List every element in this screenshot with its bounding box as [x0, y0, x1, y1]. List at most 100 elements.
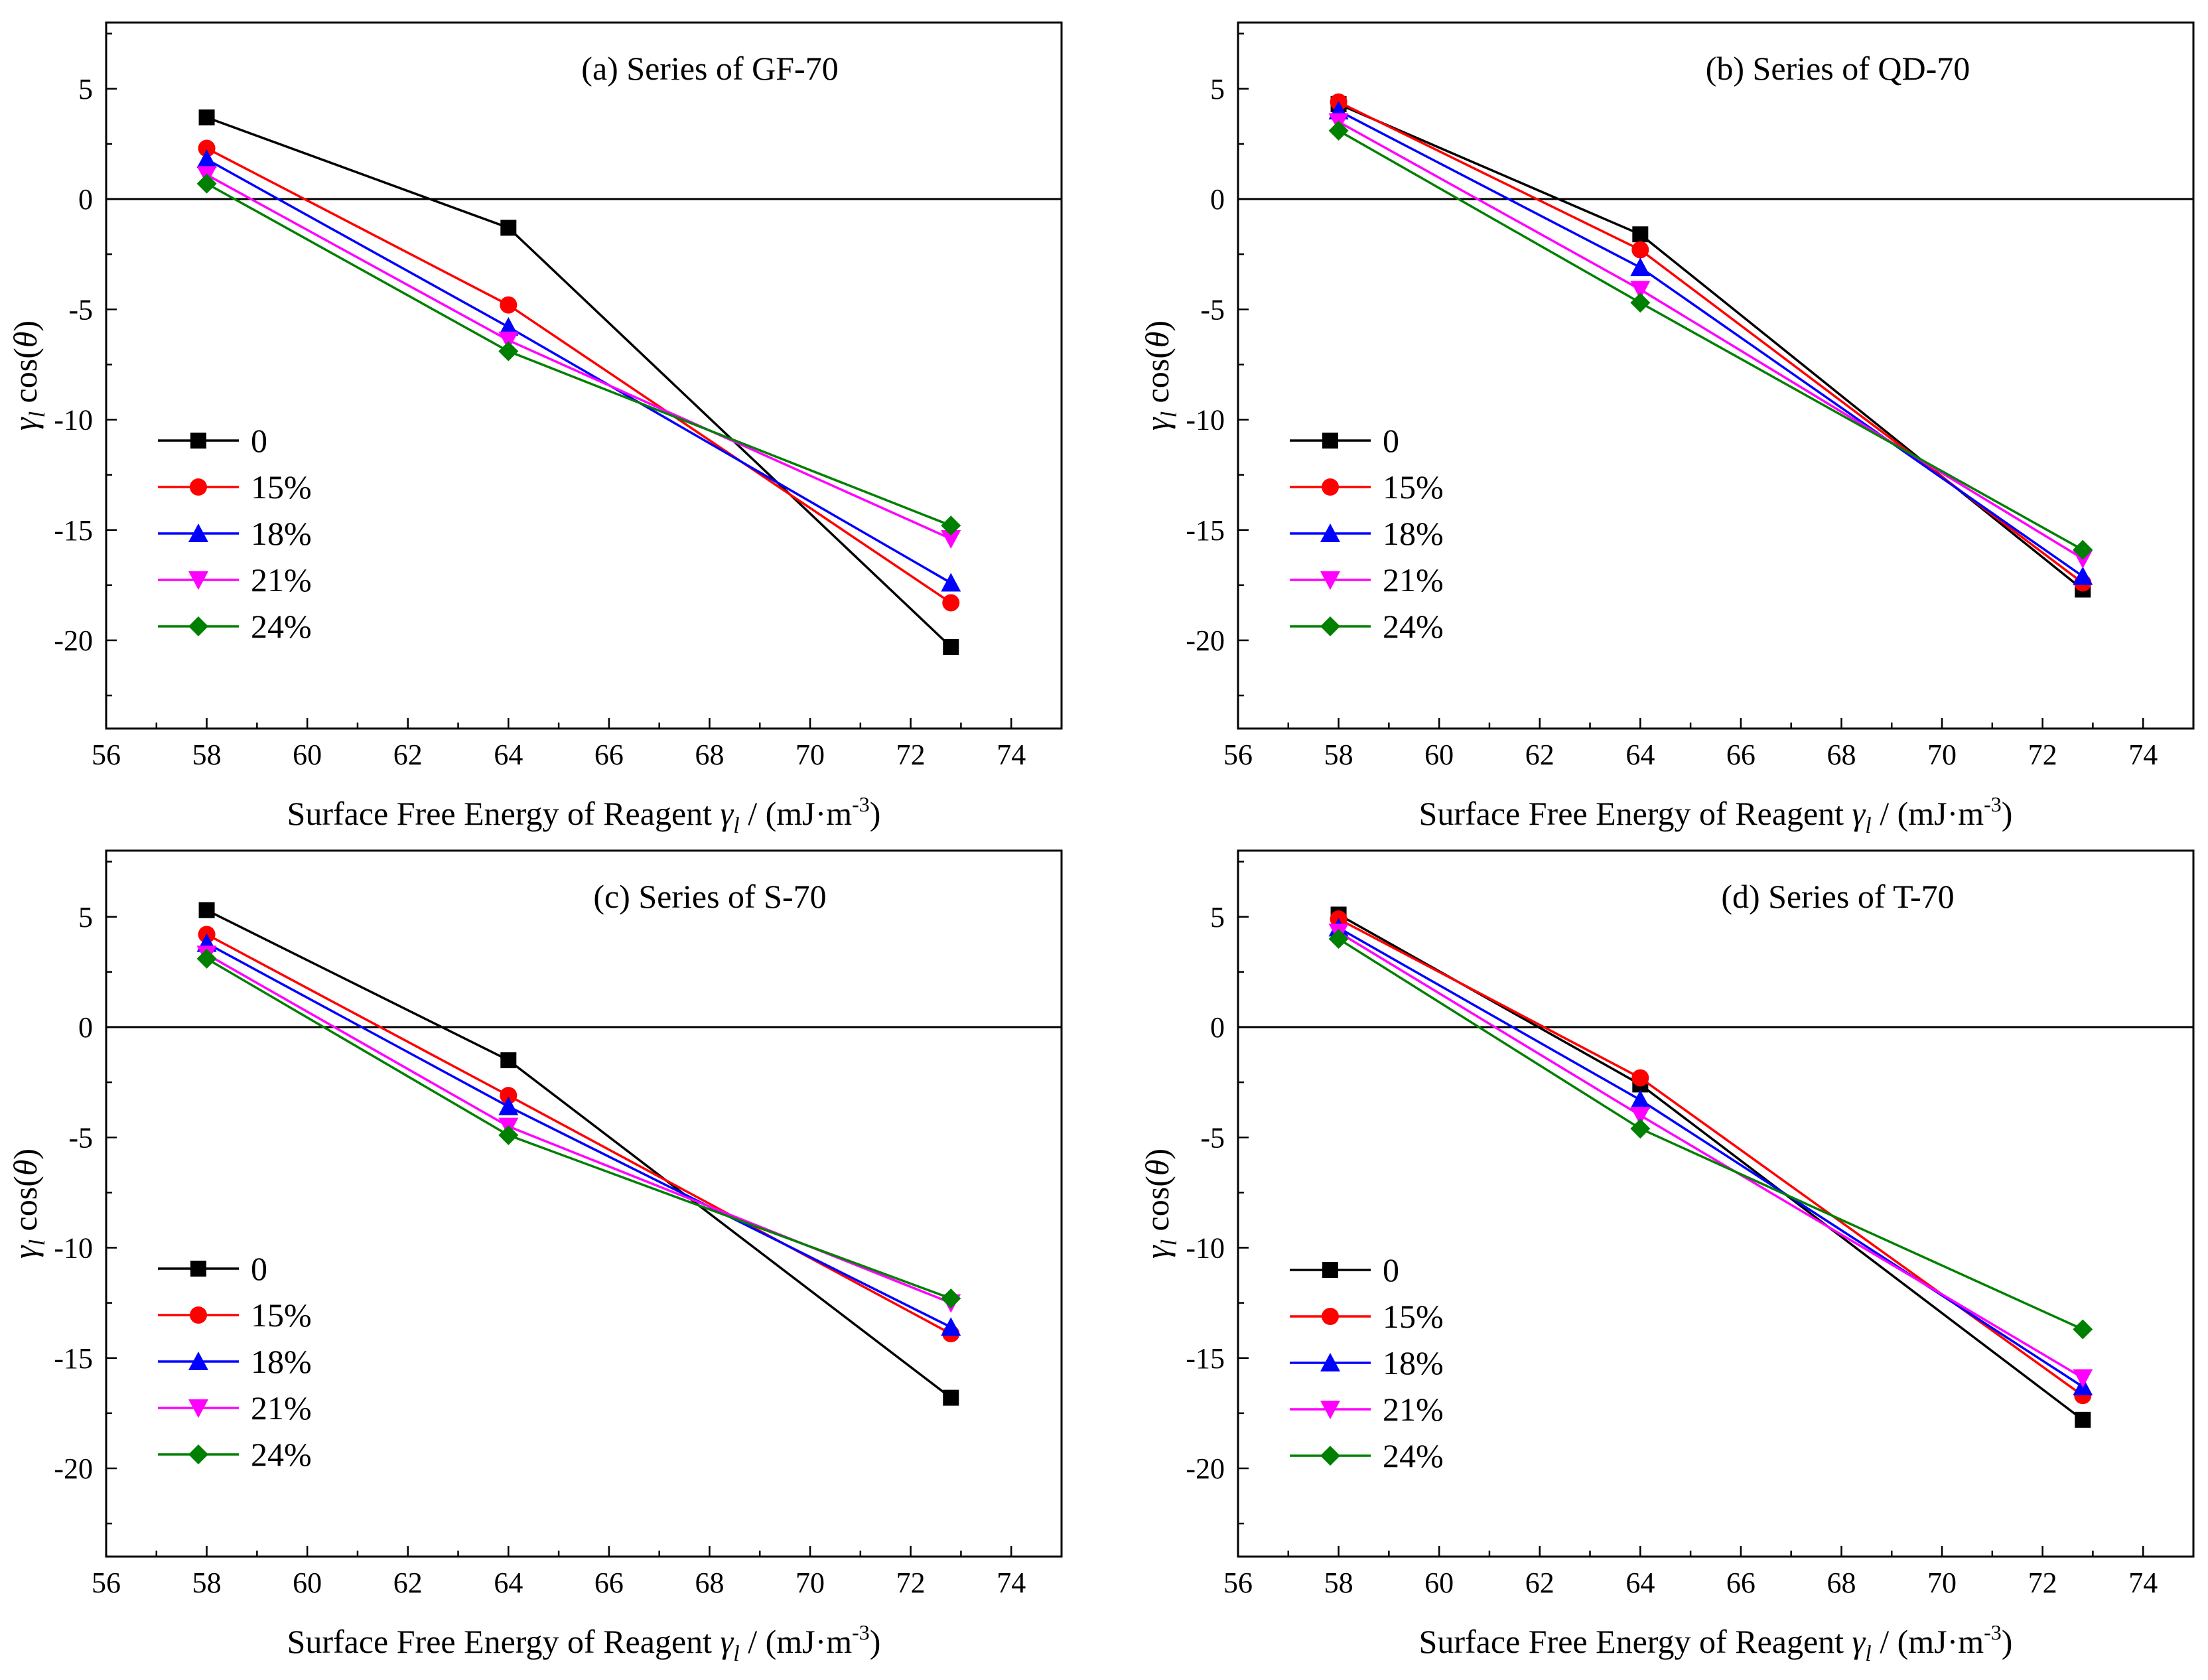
x-tick-label: 66 — [1726, 738, 1756, 771]
legend-marker — [1322, 478, 1339, 496]
series-line-21pct — [1338, 931, 2084, 1379]
data-point-15pct — [500, 296, 518, 314]
x-tick-label: 56 — [92, 1567, 121, 1599]
x-tick-label: 72 — [896, 1567, 926, 1599]
data-point-18pct — [941, 1317, 961, 1336]
y-tick-label: 5 — [1210, 73, 1225, 105]
data-point-15pct — [500, 1087, 518, 1105]
data-point-18pct — [498, 1096, 519, 1115]
legend-marker — [1322, 433, 1338, 449]
data-point-18pct — [498, 316, 519, 336]
x-tick-label: 74 — [997, 1567, 1026, 1599]
x-tick-label: 64 — [1625, 1567, 1655, 1599]
x-tick-label: 66 — [594, 738, 624, 771]
series-line-15pct — [206, 933, 952, 1335]
data-point-24pct — [2073, 539, 2093, 560]
y-tick-label: 0 — [78, 183, 93, 216]
x-tick-label: 60 — [293, 1567, 322, 1599]
y-tick-label: -10 — [1186, 404, 1225, 437]
legend-label: 0 — [251, 1250, 267, 1287]
data-point-24pct — [1630, 293, 1651, 313]
y-tick-label: 5 — [78, 901, 93, 934]
x-tick-label: 56 — [1223, 1567, 1253, 1599]
x-tick-label: 60 — [1424, 738, 1454, 771]
x-tick-label: 72 — [2028, 738, 2057, 771]
legend-marker — [190, 478, 207, 496]
data-point-21pct — [498, 331, 519, 350]
y-axis-label: γl cos(θ) — [1138, 320, 1182, 431]
legend-label: 0 — [1383, 422, 1399, 459]
y-tick-label: -15 — [54, 514, 93, 547]
y-axis-label: γl cos(θ) — [7, 1149, 50, 1259]
legend-marker — [188, 571, 208, 590]
chart-panel-c: 56 58 60 62 64 66 68 70 72 74 -20 -15 -10 -5 0 5 (c) Ser… — [7, 849, 1063, 1666]
y-tick-label: -15 — [1186, 514, 1225, 547]
x-tick-label: 74 — [2128, 738, 2158, 771]
y-tick-label: -20 — [1186, 1452, 1225, 1485]
data-point-0 — [500, 220, 517, 236]
x-tick-label: 64 — [494, 1567, 523, 1599]
x-tick-label: 56 — [1223, 738, 1253, 771]
x-tick-label: 68 — [695, 738, 724, 771]
legend-label: 21% — [1383, 561, 1444, 598]
panel-title: (d) Series of T-70 — [1721, 878, 1954, 915]
y-tick-label: 0 — [1210, 183, 1225, 216]
data-point-21pct — [941, 530, 961, 549]
x-tick-label: 62 — [1525, 738, 1554, 771]
panel-title: (a) Series of GF-70 — [581, 50, 838, 87]
x-tick-label: 72 — [896, 738, 926, 771]
y-tick-label: -15 — [54, 1342, 93, 1375]
legend-marker — [1320, 1401, 1340, 1419]
x-tick-label: 58 — [192, 738, 222, 771]
y-tick-label: 5 — [1210, 901, 1225, 934]
legend-label: 21% — [1383, 1391, 1444, 1428]
legend-label: 24% — [1383, 608, 1444, 645]
data-point-24pct — [196, 173, 217, 194]
x-tick-label: 72 — [2028, 1567, 2057, 1599]
y-tick-label: -5 — [1200, 293, 1225, 326]
x-tick-label: 56 — [92, 738, 121, 771]
data-point-24pct — [1328, 120, 1349, 141]
x-tick-label: 70 — [795, 1567, 825, 1599]
legend-label: 21% — [251, 1389, 312, 1427]
x-axis-label: Surface Free Energy of Reagent γl / (mJ·… — [287, 1620, 881, 1666]
legend-label: 18% — [251, 1343, 312, 1380]
y-tick-label: -10 — [54, 404, 93, 437]
legend-marker — [1320, 1446, 1340, 1466]
x-tick-label: 70 — [795, 738, 825, 771]
data-point-0 — [1632, 226, 1649, 243]
legend-marker — [1320, 1353, 1340, 1371]
x-tick-label: 68 — [695, 1567, 724, 1599]
data-point-18pct — [1630, 1089, 1651, 1109]
data-point-0 — [198, 902, 215, 918]
legend-label: 24% — [251, 608, 312, 645]
legend-label: 0 — [251, 422, 267, 459]
y-tick-label: -5 — [1200, 1121, 1225, 1154]
data-point-21pct — [1630, 281, 1651, 300]
x-tick-label: 62 — [393, 1567, 423, 1599]
x-tick-label: 66 — [594, 1567, 624, 1599]
series-line-18pct — [206, 942, 952, 1328]
data-point-18pct — [1630, 257, 1651, 277]
y-tick-label: -10 — [54, 1232, 93, 1265]
chart-panel-d: 56 58 60 62 64 66 68 70 72 74 -20 -15 -10 -5 0 5 (d) Ser… — [1138, 849, 2195, 1666]
y-axis-label: γl cos(θ) — [1138, 1149, 1182, 1259]
plot-frame — [105, 849, 1063, 1558]
plot-frame — [1237, 21, 2195, 730]
data-point-24pct — [196, 948, 217, 969]
legend-label: 18% — [1383, 1344, 1444, 1381]
series-line-24pct — [206, 957, 951, 1300]
y-tick-label: -5 — [68, 1121, 93, 1154]
x-tick-label: 70 — [1927, 738, 1957, 771]
plot-frame — [105, 21, 1063, 730]
x-tick-label: 68 — [1827, 738, 1856, 771]
data-point-15pct — [198, 139, 216, 157]
data-point-18pct — [941, 573, 961, 592]
series-line-0 — [1338, 103, 2084, 591]
legend-marker — [1322, 1308, 1339, 1325]
data-point-24pct — [498, 341, 519, 362]
series-line-21pct — [206, 953, 951, 1304]
legend-label: 0 — [1383, 1251, 1399, 1289]
x-tick-label: 62 — [1525, 1567, 1554, 1599]
